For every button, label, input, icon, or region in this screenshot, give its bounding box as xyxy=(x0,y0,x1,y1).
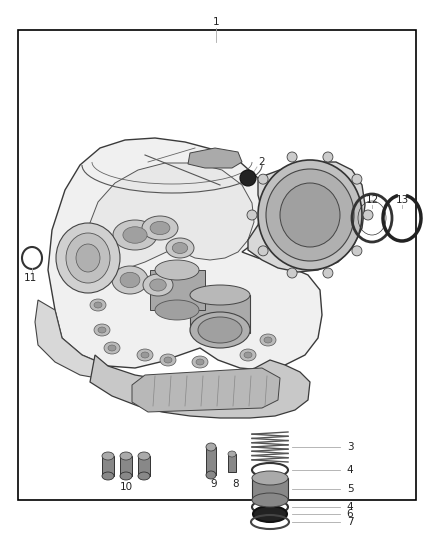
Ellipse shape xyxy=(160,354,176,366)
Text: 10: 10 xyxy=(120,482,133,492)
Ellipse shape xyxy=(166,238,194,258)
Text: 4: 4 xyxy=(347,465,353,475)
Polygon shape xyxy=(188,148,242,168)
Text: 7: 7 xyxy=(347,517,353,527)
Ellipse shape xyxy=(190,285,250,305)
Ellipse shape xyxy=(258,174,268,184)
Polygon shape xyxy=(248,162,365,272)
Text: 11: 11 xyxy=(23,273,37,283)
Ellipse shape xyxy=(94,324,110,336)
Ellipse shape xyxy=(198,317,242,343)
Polygon shape xyxy=(85,163,254,290)
Ellipse shape xyxy=(137,349,153,361)
Text: 5: 5 xyxy=(347,484,353,494)
Ellipse shape xyxy=(120,272,140,288)
Ellipse shape xyxy=(56,223,120,293)
Bar xyxy=(150,270,205,310)
Ellipse shape xyxy=(94,302,102,308)
Ellipse shape xyxy=(352,174,362,184)
Ellipse shape xyxy=(164,357,172,363)
Ellipse shape xyxy=(260,334,276,346)
Ellipse shape xyxy=(172,243,188,254)
Bar xyxy=(228,454,236,472)
Text: 2: 2 xyxy=(259,157,265,167)
Ellipse shape xyxy=(352,246,362,256)
Ellipse shape xyxy=(244,352,252,358)
Ellipse shape xyxy=(155,300,199,320)
Ellipse shape xyxy=(138,472,150,480)
Text: 9: 9 xyxy=(211,479,217,489)
Polygon shape xyxy=(35,300,108,380)
Ellipse shape xyxy=(228,451,236,457)
Ellipse shape xyxy=(104,342,120,354)
Ellipse shape xyxy=(287,152,297,162)
Ellipse shape xyxy=(264,337,272,343)
Ellipse shape xyxy=(76,244,100,272)
Ellipse shape xyxy=(323,268,333,278)
Ellipse shape xyxy=(196,359,204,365)
Polygon shape xyxy=(48,138,322,370)
Text: 8: 8 xyxy=(233,479,239,489)
Ellipse shape xyxy=(123,227,147,243)
Ellipse shape xyxy=(150,221,170,235)
Ellipse shape xyxy=(280,183,340,247)
Ellipse shape xyxy=(98,327,106,333)
Bar xyxy=(190,295,250,333)
Ellipse shape xyxy=(252,471,288,485)
Text: 1: 1 xyxy=(213,17,219,27)
Ellipse shape xyxy=(206,443,216,451)
Ellipse shape xyxy=(143,274,173,296)
Ellipse shape xyxy=(155,260,199,280)
Ellipse shape xyxy=(112,266,148,294)
Ellipse shape xyxy=(247,210,257,220)
Bar xyxy=(138,456,150,476)
Ellipse shape xyxy=(266,169,354,261)
Ellipse shape xyxy=(240,349,256,361)
Ellipse shape xyxy=(102,452,114,460)
Ellipse shape xyxy=(138,452,150,460)
Ellipse shape xyxy=(253,506,287,522)
Ellipse shape xyxy=(120,452,132,460)
Ellipse shape xyxy=(90,299,106,311)
Ellipse shape xyxy=(102,472,114,480)
Ellipse shape xyxy=(66,233,110,283)
Bar xyxy=(18,30,416,500)
Ellipse shape xyxy=(258,160,362,270)
Ellipse shape xyxy=(258,246,268,256)
Ellipse shape xyxy=(113,220,157,250)
Text: 3: 3 xyxy=(347,442,353,452)
Ellipse shape xyxy=(190,312,250,348)
Polygon shape xyxy=(90,355,310,418)
Ellipse shape xyxy=(142,216,178,240)
Bar xyxy=(102,456,114,476)
Text: 12: 12 xyxy=(365,195,378,205)
Ellipse shape xyxy=(141,352,149,358)
Bar xyxy=(252,478,288,500)
Ellipse shape xyxy=(287,268,297,278)
Bar xyxy=(120,456,132,476)
Text: 4: 4 xyxy=(347,502,353,512)
Ellipse shape xyxy=(192,356,208,368)
Polygon shape xyxy=(132,368,280,412)
Ellipse shape xyxy=(323,152,333,162)
Ellipse shape xyxy=(206,471,216,479)
Ellipse shape xyxy=(120,472,132,480)
Text: 6: 6 xyxy=(347,509,353,519)
Ellipse shape xyxy=(108,345,116,351)
Ellipse shape xyxy=(252,493,288,507)
Bar xyxy=(206,447,216,475)
Ellipse shape xyxy=(240,170,256,186)
Text: 13: 13 xyxy=(396,195,409,205)
Ellipse shape xyxy=(363,210,373,220)
Ellipse shape xyxy=(150,279,166,291)
